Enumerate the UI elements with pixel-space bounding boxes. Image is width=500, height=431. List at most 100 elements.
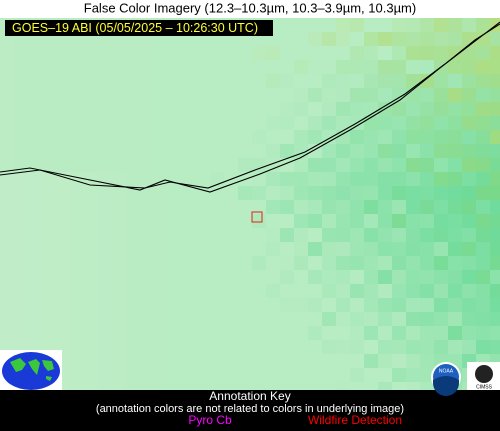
pixel	[182, 382, 196, 390]
pixel	[406, 158, 420, 172]
pixel	[98, 130, 112, 144]
pixel	[14, 270, 28, 284]
pixel	[420, 270, 434, 284]
pixel	[336, 340, 350, 354]
pixel	[462, 326, 476, 340]
boundaries	[0, 21, 500, 193]
pixel	[84, 102, 98, 116]
pixel	[336, 298, 350, 312]
pixel	[490, 298, 500, 312]
pixel	[98, 284, 112, 298]
pixel	[70, 200, 84, 214]
pixel	[112, 214, 126, 228]
pixel	[266, 368, 280, 382]
pixel	[392, 284, 406, 298]
pixel	[70, 382, 84, 390]
pixel	[210, 88, 224, 102]
pixel	[294, 18, 308, 32]
pixel	[70, 340, 84, 354]
pixel	[252, 74, 266, 88]
pixel	[98, 46, 112, 60]
pixel	[84, 340, 98, 354]
pixel	[238, 214, 252, 228]
pixel	[350, 74, 364, 88]
pixel	[98, 368, 112, 382]
noaa-logo: NOAA	[431, 362, 461, 396]
pixel	[490, 88, 500, 102]
pixel	[238, 158, 252, 172]
pixel	[98, 298, 112, 312]
pixel	[308, 200, 322, 214]
pixel	[140, 382, 154, 390]
pixel	[56, 382, 70, 390]
pixel	[168, 242, 182, 256]
pixel	[266, 116, 280, 130]
pixel	[490, 326, 500, 340]
pixel	[224, 74, 238, 88]
pixel	[98, 354, 112, 368]
pixel	[238, 88, 252, 102]
pixel	[448, 270, 462, 284]
pixel	[378, 60, 392, 74]
pixel	[0, 102, 14, 116]
pixel	[126, 116, 140, 130]
pixel	[28, 242, 42, 256]
pixel	[140, 172, 154, 186]
pixel	[266, 284, 280, 298]
pixel	[28, 256, 42, 270]
pixel	[420, 368, 434, 382]
pixel	[434, 130, 448, 144]
pixel	[168, 354, 182, 368]
pixel	[28, 312, 42, 326]
pixel	[126, 144, 140, 158]
pixel	[392, 270, 406, 284]
pixel	[14, 46, 28, 60]
pixel	[0, 186, 14, 200]
pixel	[182, 172, 196, 186]
pixel	[154, 46, 168, 60]
pixel	[84, 326, 98, 340]
pixel	[112, 60, 126, 74]
pixel	[462, 88, 476, 102]
pixel	[490, 32, 500, 46]
pixel	[238, 298, 252, 312]
pixel	[0, 326, 14, 340]
pixel	[210, 102, 224, 116]
pixel	[336, 116, 350, 130]
pixel	[392, 228, 406, 242]
pixel	[308, 74, 322, 88]
pixel	[364, 354, 378, 368]
pixel	[322, 74, 336, 88]
pixel	[336, 186, 350, 200]
pixel	[238, 186, 252, 200]
pixel	[126, 200, 140, 214]
pixel	[462, 116, 476, 130]
pixel	[336, 284, 350, 298]
pixel	[308, 102, 322, 116]
pixel	[280, 298, 294, 312]
pixel	[112, 158, 126, 172]
pixel	[476, 284, 490, 298]
pixel	[182, 298, 196, 312]
pixel	[140, 200, 154, 214]
pixel	[140, 298, 154, 312]
pixel	[168, 186, 182, 200]
pixel	[350, 326, 364, 340]
pixel	[84, 368, 98, 382]
pixel	[210, 74, 224, 88]
pixel	[420, 382, 434, 390]
pixel	[210, 284, 224, 298]
pixel	[462, 32, 476, 46]
pixel	[490, 270, 500, 284]
pixel	[336, 312, 350, 326]
pixel	[0, 270, 14, 284]
pixel	[56, 270, 70, 284]
pixel	[0, 158, 14, 172]
pixel	[378, 242, 392, 256]
pixel	[364, 326, 378, 340]
pixel	[210, 214, 224, 228]
pixel	[420, 88, 434, 102]
pixel	[336, 102, 350, 116]
pixel	[294, 256, 308, 270]
pixel	[168, 340, 182, 354]
